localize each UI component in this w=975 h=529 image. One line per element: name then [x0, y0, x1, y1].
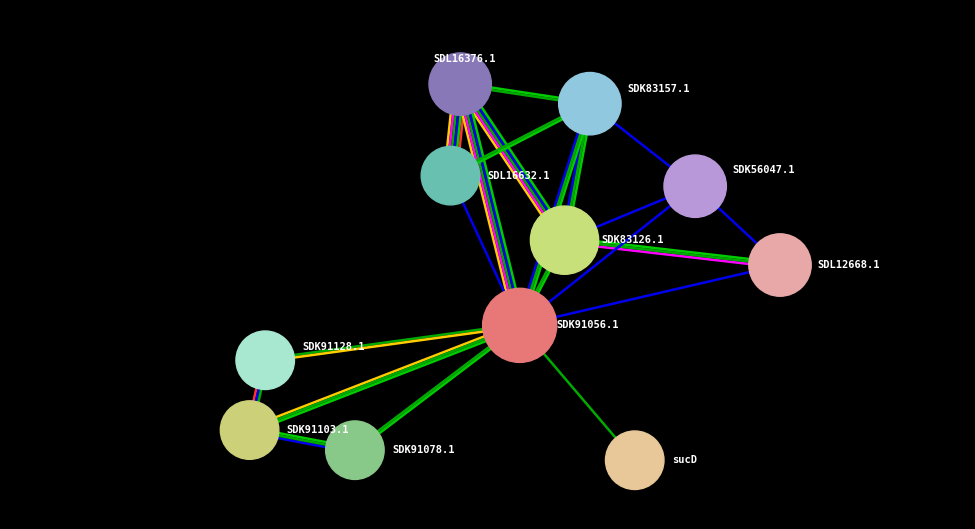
Circle shape	[220, 401, 279, 459]
Text: SDK91056.1: SDK91056.1	[557, 321, 619, 330]
Circle shape	[429, 53, 491, 115]
Text: SDL16376.1: SDL16376.1	[434, 54, 496, 63]
Text: SDL12668.1: SDL12668.1	[817, 260, 879, 270]
Circle shape	[421, 147, 480, 205]
Text: SDK83126.1: SDK83126.1	[602, 235, 664, 245]
Text: SDK91078.1: SDK91078.1	[392, 445, 454, 455]
Circle shape	[605, 431, 664, 489]
Circle shape	[236, 331, 294, 389]
Circle shape	[559, 72, 621, 135]
Circle shape	[664, 155, 726, 217]
Circle shape	[483, 288, 557, 362]
Circle shape	[326, 421, 384, 479]
Text: sucD: sucD	[672, 455, 697, 465]
Text: SDL16632.1: SDL16632.1	[488, 171, 550, 180]
Text: SDK56047.1: SDK56047.1	[732, 166, 795, 175]
Text: SDK83157.1: SDK83157.1	[627, 84, 689, 94]
Text: SDK91128.1: SDK91128.1	[302, 342, 365, 352]
Circle shape	[749, 234, 811, 296]
Text: SDK91103.1: SDK91103.1	[287, 425, 349, 435]
Circle shape	[530, 206, 599, 275]
